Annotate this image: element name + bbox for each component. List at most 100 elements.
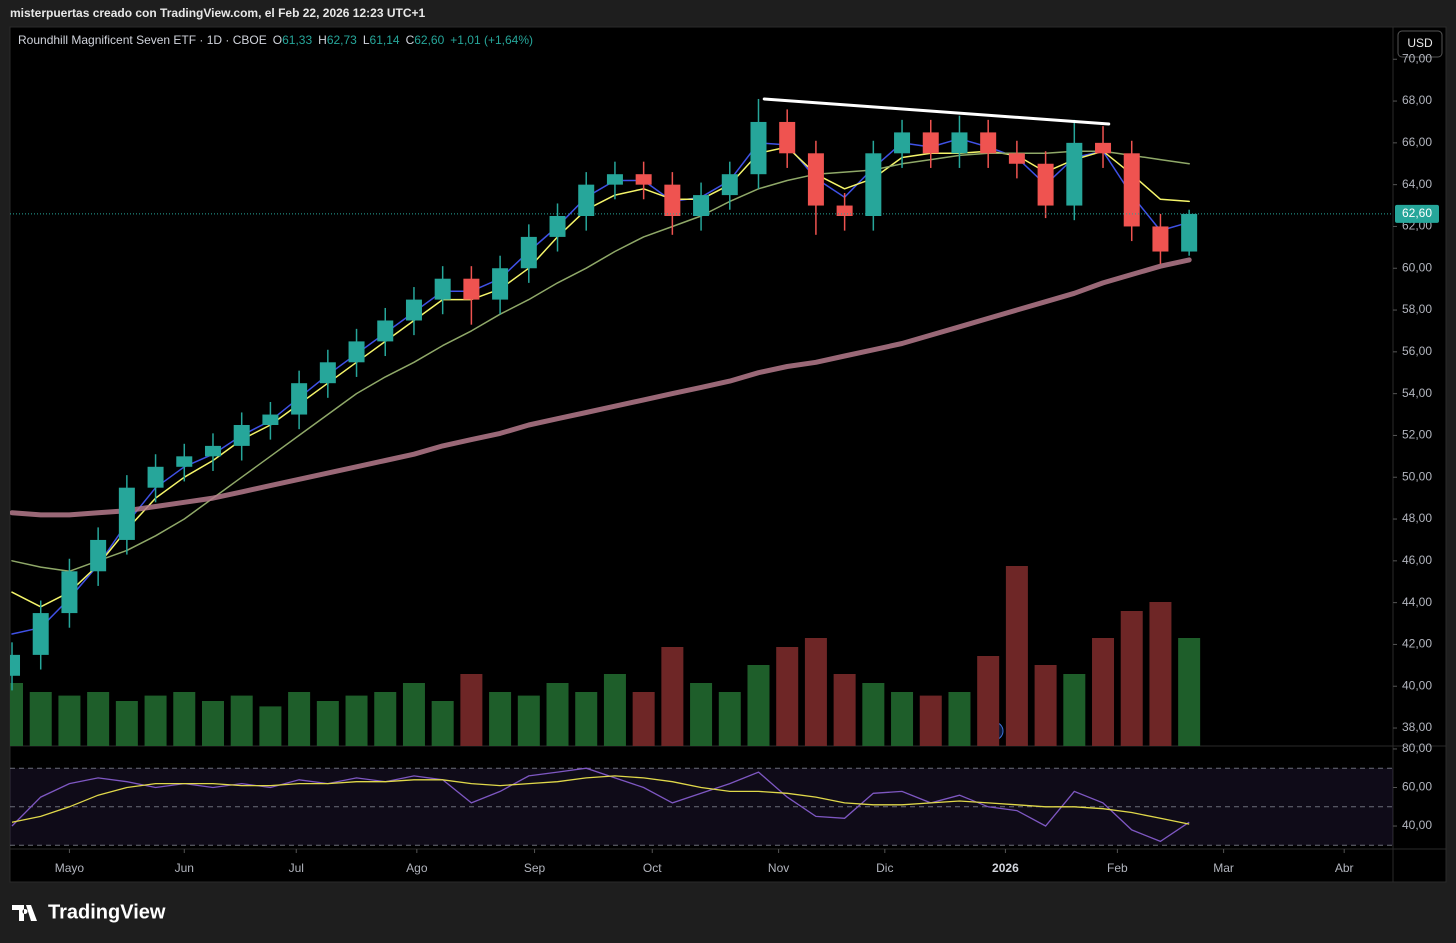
candle-body <box>118 487 135 540</box>
y-tick-label: 56,00 <box>1402 344 1432 358</box>
y-tick-label: 66,00 <box>1402 135 1432 149</box>
candle-body <box>1181 213 1198 252</box>
change: +1,01 (+1,64%) <box>450 33 533 47</box>
volume-bar <box>776 647 799 746</box>
volume-bar <box>1149 602 1172 746</box>
symbol-title: Roundhill Magnificent Seven ETF · 1D · C… <box>18 33 267 47</box>
candle-body <box>1066 142 1083 206</box>
candle-body <box>291 383 308 415</box>
volume-bar <box>804 638 827 746</box>
volume-bar <box>1034 665 1057 746</box>
ohlc-label: H <box>318 33 327 47</box>
currency[interactable]: USD <box>1407 36 1433 50</box>
x-tick-label: Jun <box>175 861 194 875</box>
ohlc-label: O <box>273 33 282 47</box>
volume-bar <box>891 692 914 746</box>
candle-body <box>1037 163 1054 206</box>
candle-body <box>204 445 221 457</box>
y-tick-label: 60,00 <box>1402 780 1432 794</box>
x-tick-label: Mayo <box>55 861 85 875</box>
candle-body <box>405 299 422 321</box>
y-tick-label: 54,00 <box>1402 386 1432 400</box>
volume-bar <box>603 674 626 746</box>
candle-body <box>693 195 710 217</box>
candle-body <box>1152 226 1169 252</box>
trendline <box>762 97 1111 126</box>
candle-body <box>61 571 78 614</box>
last-price-label: 62,60 <box>1402 206 1432 220</box>
volume-bar <box>460 674 483 746</box>
y-tick-label: 42,00 <box>1402 637 1432 651</box>
volume-bar <box>431 701 454 746</box>
candle-body <box>233 424 250 446</box>
x-tick-label: Nov <box>768 861 789 875</box>
candle-body <box>779 121 796 154</box>
y-tick-label: 60,00 <box>1402 260 1432 274</box>
brand-name: TradingView <box>48 901 166 923</box>
volume-bar <box>316 701 339 746</box>
y-tick-label: 44,00 <box>1402 595 1432 609</box>
candle-body <box>90 539 107 572</box>
candle-body <box>262 414 279 425</box>
x-tick-label: Feb <box>1107 861 1128 875</box>
brand-mark <box>12 905 37 921</box>
candle-body <box>147 466 164 488</box>
volume-bar <box>1005 566 1028 746</box>
candle-body <box>549 216 566 237</box>
volume-bar <box>1120 611 1143 746</box>
currency-button[interactable] <box>1397 30 1443 58</box>
legend: Roundhill Magnificent Seven ETF · 1D · C… <box>18 33 533 47</box>
candle-body <box>1095 142 1112 154</box>
candle-body <box>606 174 623 185</box>
x-tick-label: Jul <box>289 861 304 875</box>
volume-bar <box>862 683 885 746</box>
x-tick-label: Dic <box>876 861 893 875</box>
ohlc-value: 61,14 <box>370 33 400 47</box>
volume-bar <box>10 683 24 746</box>
volume-bar <box>1063 674 1086 746</box>
candle-body <box>492 268 509 300</box>
volume-bar <box>718 692 741 746</box>
candle-body <box>434 278 451 300</box>
volume-bar <box>402 683 425 746</box>
volume-bar <box>173 692 196 746</box>
x-tick-label: Ago <box>406 861 428 875</box>
candle-body <box>836 205 853 217</box>
y-tick-label: 64,00 <box>1402 177 1432 191</box>
candle-body <box>377 320 394 342</box>
y-tick-label: 50,00 <box>1402 469 1432 483</box>
candle-body <box>10 654 21 676</box>
volume-bar <box>58 695 81 746</box>
ohlc-value: 62,60 <box>414 33 444 47</box>
candle-body <box>894 132 911 154</box>
ohlc-label: L <box>363 33 370 47</box>
volume-bar <box>259 706 282 746</box>
candle-body <box>865 153 882 217</box>
credit: misterpuertas creado con TradingView.com… <box>10 6 425 20</box>
candle-body <box>520 236 537 269</box>
volume-bar <box>546 683 569 746</box>
volume-bar <box>517 695 540 746</box>
y-tick-label: 38,00 <box>1402 720 1432 734</box>
volume-bar <box>661 647 684 746</box>
candle-body <box>664 184 681 217</box>
volume-bar <box>632 692 655 746</box>
volume-bar <box>1092 638 1115 746</box>
y-tick-label: 68,00 <box>1402 93 1432 107</box>
volume-bar <box>29 692 52 746</box>
candle-body <box>1008 153 1025 164</box>
candle-body <box>463 278 480 300</box>
y-tick-label: 48,00 <box>1402 511 1432 525</box>
volume-bar <box>690 683 713 746</box>
plot-area <box>10 97 1201 746</box>
volume-bar <box>948 692 971 746</box>
candle-body <box>319 362 336 384</box>
candle-body <box>1123 153 1140 227</box>
candle-body <box>578 184 595 217</box>
rsi-line <box>11 775 1190 825</box>
y-tick-label: 46,00 <box>1402 553 1432 567</box>
moving-average <box>10 257 1192 518</box>
y-tick-label: 70,00 <box>1402 51 1432 65</box>
x-tick-label: Abr <box>1335 861 1354 875</box>
